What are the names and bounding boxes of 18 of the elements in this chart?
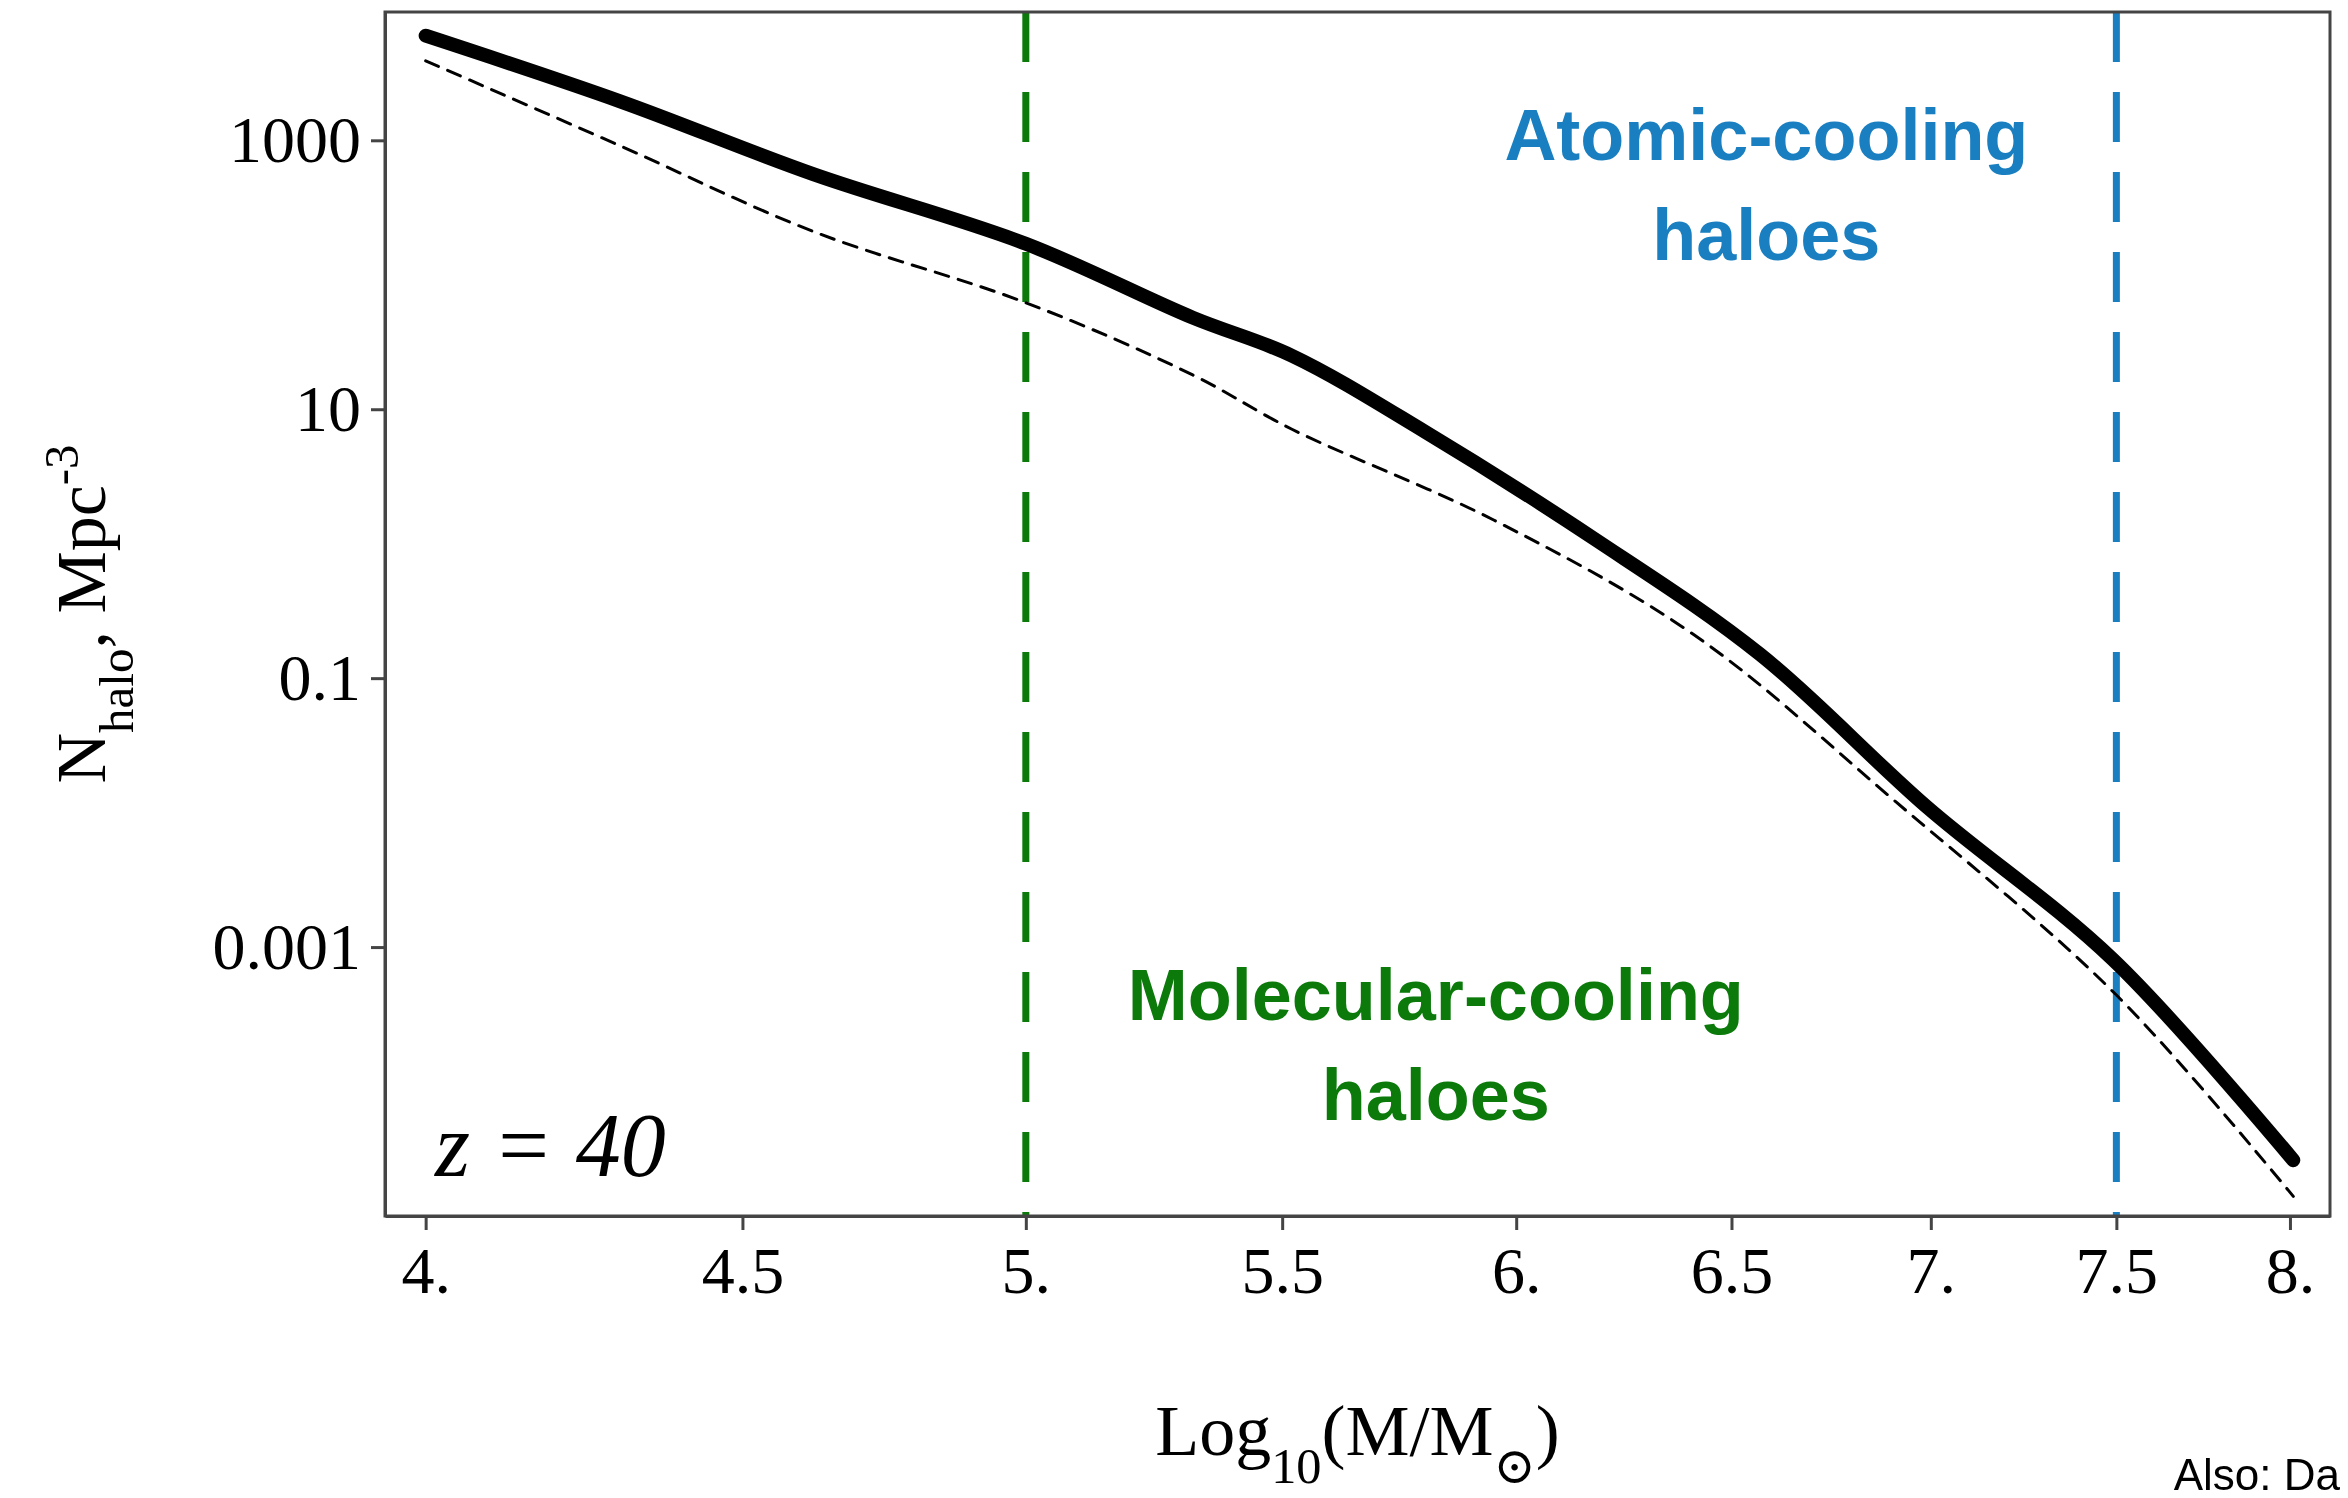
x-tick-label: 5.5 xyxy=(1241,1233,1324,1307)
x-tick-label: 8. xyxy=(2265,1233,2316,1307)
text: Also: Da xyxy=(2173,1450,2341,1498)
y-tick-label: 0.1 xyxy=(278,640,361,714)
x-tick-label: 4.5 xyxy=(701,1233,785,1307)
x-tick-label: 7.5 xyxy=(2075,1233,2159,1307)
y-tick-label: 10 xyxy=(295,371,361,445)
x-tick-label: 6.5 xyxy=(1690,1233,1774,1307)
x-tick-label: 4. xyxy=(401,1233,451,1307)
annotation: z = 40 xyxy=(433,1096,666,1195)
ref-line-label: Atomic-cooling haloes xyxy=(1504,95,2029,275)
x-axis-title: Log$_{10}$(M/M$_{⊙}$) xyxy=(1155,1391,1560,1494)
x-tick-label: 6. xyxy=(1491,1233,1542,1307)
y-tick-label: 0.001 xyxy=(212,909,361,983)
x-tick-label: 5. xyxy=(1001,1233,1052,1307)
ref-line-label: Molecular-cooling haloes xyxy=(1127,955,1744,1135)
x-tick-label: 7. xyxy=(1906,1233,1957,1307)
y-tick-label: 1000 xyxy=(229,102,361,176)
